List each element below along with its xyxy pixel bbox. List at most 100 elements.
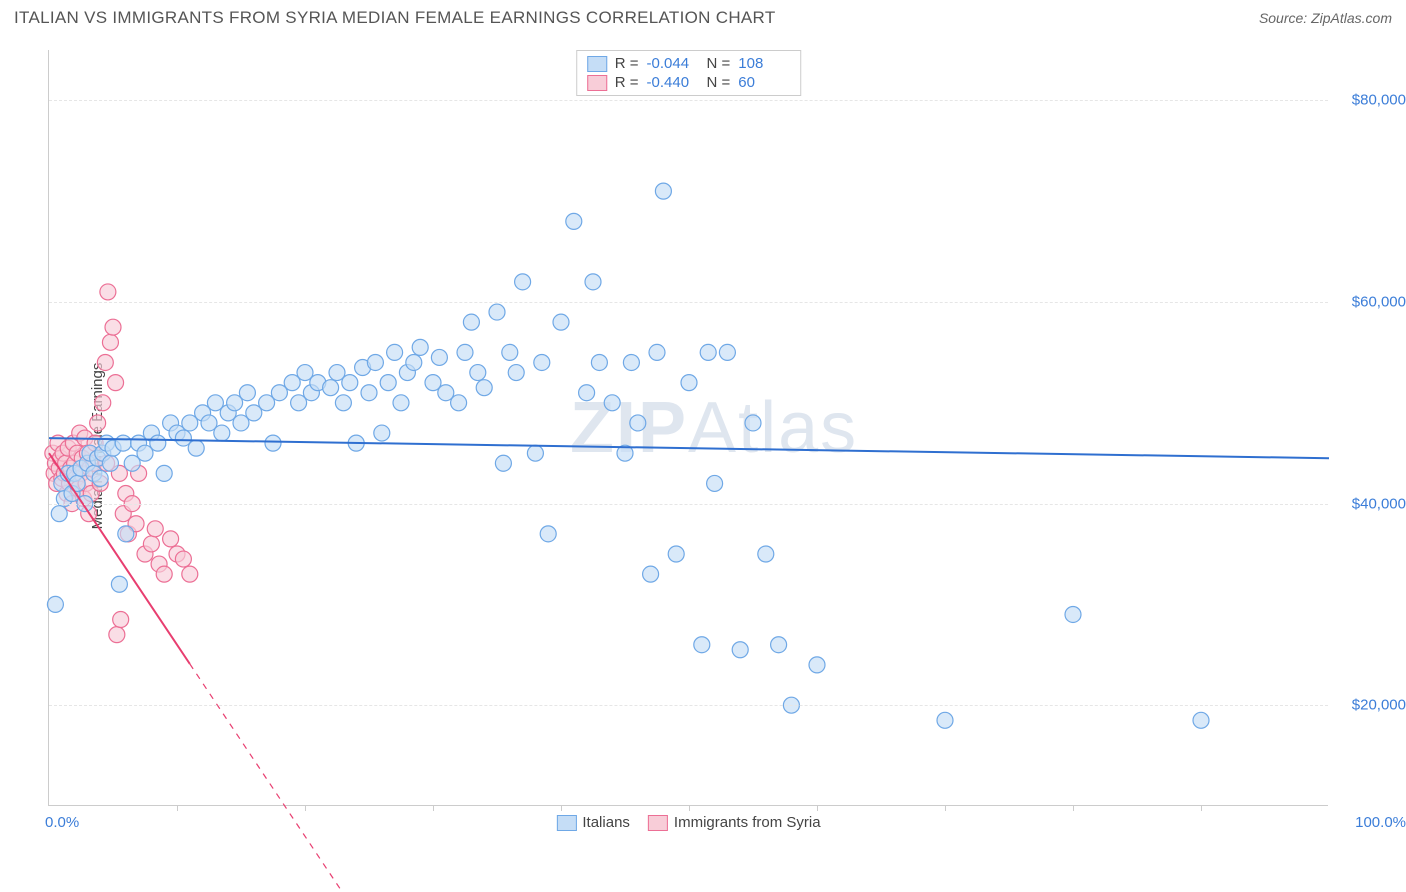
gridline <box>49 100 1328 101</box>
r-value-italians: -0.044 <box>647 55 699 72</box>
scatter-point <box>553 314 569 330</box>
source-name[interactable]: ZipAtlas.com <box>1311 10 1392 26</box>
scatter-point <box>732 642 748 658</box>
scatter-point <box>335 395 351 411</box>
n-value-syria: 60 <box>738 74 790 91</box>
scatter-point <box>655 183 671 199</box>
chart-header: ITALIAN VS IMMIGRANTS FROM SYRIA MEDIAN … <box>0 0 1406 32</box>
y-tick-label: $60,000 <box>1336 294 1406 311</box>
scatter-point <box>643 566 659 582</box>
scatter-point <box>323 380 339 396</box>
y-tick-label: $80,000 <box>1336 92 1406 109</box>
scatter-point <box>585 274 601 290</box>
legend-label-syria: Immigrants from Syria <box>674 814 821 831</box>
y-tick-label: $40,000 <box>1336 495 1406 512</box>
scatter-point <box>188 440 204 456</box>
x-tick <box>1073 805 1074 811</box>
stats-row-syria: R = -0.440 N = 60 <box>587 74 791 91</box>
scatter-point <box>182 566 198 582</box>
scatter-point <box>265 435 281 451</box>
correlation-stats-box: R = -0.044 N = 108 R = -0.440 N = 60 <box>576 50 802 96</box>
scatter-point <box>630 415 646 431</box>
chart-container: { "title": "ITALIAN VS IMMIGRANTS FROM S… <box>0 0 1406 892</box>
scatter-point <box>470 365 486 381</box>
r-value-syria: -0.440 <box>647 74 699 91</box>
scatter-point <box>108 375 124 391</box>
scatter-point <box>431 349 447 365</box>
swatch-syria <box>587 75 607 91</box>
scatter-point <box>527 445 543 461</box>
x-axis-min-label: 0.0% <box>45 814 79 831</box>
r-label: R = <box>615 55 639 72</box>
scatter-point <box>393 395 409 411</box>
scatter-point <box>361 385 377 401</box>
scatter-point <box>118 526 134 542</box>
stats-row-italians: R = -0.044 N = 108 <box>587 55 791 72</box>
scatter-point <box>534 354 550 370</box>
scatter-point <box>707 475 723 491</box>
x-axis-max-label: 100.0% <box>1355 814 1406 831</box>
scatter-point <box>69 475 85 491</box>
scatter-point <box>163 531 179 547</box>
scatter-point <box>367 354 383 370</box>
scatter-point <box>102 334 118 350</box>
r-label-2: R = <box>615 74 639 91</box>
scatter-point <box>380 375 396 391</box>
gridline <box>49 504 1328 505</box>
scatter-point <box>489 304 505 320</box>
x-tick <box>433 805 434 811</box>
scatter-point <box>239 385 255 401</box>
scatter-point <box>604 395 620 411</box>
scatter-point <box>809 657 825 673</box>
scatter-point <box>700 344 716 360</box>
scatter-point <box>102 455 118 471</box>
x-tick <box>945 805 946 811</box>
gridline <box>49 302 1328 303</box>
scatter-point <box>566 213 582 229</box>
scatter-point <box>937 712 953 728</box>
scatter-point <box>342 375 358 391</box>
scatter-point <box>579 385 595 401</box>
scatter-point <box>476 380 492 396</box>
x-tick <box>817 805 818 811</box>
scatter-point <box>51 506 67 522</box>
scatter-point <box>540 526 556 542</box>
legend-swatch-syria <box>648 815 668 831</box>
scatter-point <box>100 284 116 300</box>
scatter-point <box>109 627 125 643</box>
trend-line <box>190 664 369 892</box>
scatter-point <box>508 365 524 381</box>
legend-swatch-italians <box>556 815 576 831</box>
swatch-italians <box>587 56 607 72</box>
x-tick <box>689 805 690 811</box>
scatter-point <box>113 612 129 628</box>
scatter-point <box>681 375 697 391</box>
legend-label-italians: Italians <box>582 814 630 831</box>
scatter-point <box>623 354 639 370</box>
scatter-point <box>387 344 403 360</box>
scatter-point <box>214 425 230 441</box>
scatter-point <box>495 455 511 471</box>
scatter-point <box>412 339 428 355</box>
legend-syria: Immigrants from Syria <box>648 814 821 831</box>
scatter-point <box>502 344 518 360</box>
scatter-point <box>147 521 163 537</box>
x-tick <box>561 805 562 811</box>
scatter-point <box>97 354 113 370</box>
scatter-point <box>150 435 166 451</box>
scatter-point <box>451 395 467 411</box>
scatter-point <box>47 596 63 612</box>
x-tick <box>1201 805 1202 811</box>
scatter-point <box>745 415 761 431</box>
scatter-point <box>90 415 106 431</box>
scatter-point <box>1193 712 1209 728</box>
scatter-point <box>694 637 710 653</box>
scatter-point <box>515 274 531 290</box>
scatter-point <box>591 354 607 370</box>
n-label-2: N = <box>707 74 731 91</box>
scatter-point <box>719 344 735 360</box>
scatter-point <box>1065 606 1081 622</box>
bottom-legend: Italians Immigrants from Syria <box>556 814 820 831</box>
scatter-point <box>758 546 774 562</box>
scatter-point <box>668 546 684 562</box>
